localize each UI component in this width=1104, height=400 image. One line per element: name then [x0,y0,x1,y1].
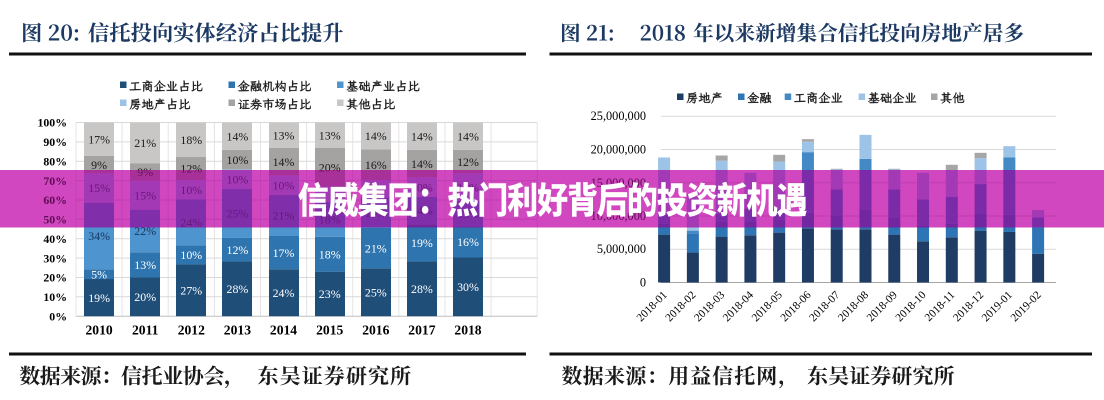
svg-text:2015: 2015 [316,323,343,338]
svg-text:27%: 27% [180,284,202,298]
svg-text:24%: 24% [273,286,295,300]
svg-text:100%: 100% [38,116,68,130]
svg-text:12%: 12% [227,243,249,257]
svg-text:2017: 2017 [408,323,435,338]
svg-text:20%: 20% [134,290,156,304]
svg-text:34%: 34% [88,229,110,243]
svg-text:21%: 21% [134,136,156,150]
svg-text:28%: 28% [227,282,249,296]
svg-text:2014: 2014 [270,323,297,338]
svg-text:5,000,000: 5,000,000 [597,242,646,256]
svg-text:10%: 10% [227,153,249,167]
svg-text:20,000,000: 20,000,000 [591,143,646,157]
svg-text:18%: 18% [319,247,341,261]
svg-text:22%: 22% [134,224,156,238]
svg-text:2013: 2013 [224,323,251,338]
svg-text:30%: 30% [457,280,479,294]
svg-text:40%: 40% [43,232,67,246]
svg-text:21%: 21% [365,241,387,255]
svg-text:17%: 17% [88,132,110,146]
svg-text:14%: 14% [227,129,249,143]
svg-text:2011: 2011 [132,323,159,338]
svg-text:90%: 90% [43,135,67,149]
svg-text:14%: 14% [411,157,433,171]
svg-text:13%: 13% [319,128,341,142]
svg-text:25,000,000: 25,000,000 [591,109,646,123]
svg-text:23%: 23% [319,287,341,301]
svg-text:2010: 2010 [86,323,113,338]
svg-text:10%: 10% [180,248,202,262]
svg-text:12%: 12% [457,155,479,169]
svg-text:9%: 9% [91,158,107,172]
svg-text:19%: 19% [411,236,433,250]
svg-text:25%: 25% [365,285,387,299]
svg-text:30%: 30% [43,251,67,265]
svg-text:10%: 10% [43,290,67,304]
svg-text:2018: 2018 [454,323,481,338]
svg-text:2012: 2012 [178,323,205,338]
svg-text:14%: 14% [365,129,387,143]
svg-text:14%: 14% [273,155,295,169]
svg-text:5%: 5% [91,267,107,281]
svg-text:20%: 20% [43,271,67,285]
svg-text:18%: 18% [180,133,202,147]
svg-text:13%: 13% [134,258,156,272]
svg-text:13%: 13% [273,128,295,142]
svg-text:28%: 28% [411,282,433,296]
svg-text:0%: 0% [49,309,67,323]
svg-text:2016: 2016 [362,323,389,338]
svg-text:17%: 17% [273,246,295,260]
svg-text:16%: 16% [457,235,479,249]
svg-text:16%: 16% [365,158,387,172]
svg-text:80%: 80% [43,154,67,168]
svg-text:19%: 19% [88,291,110,305]
svg-text:14%: 14% [457,129,479,143]
svg-text:14%: 14% [411,129,433,143]
svg-text:0: 0 [640,276,646,290]
